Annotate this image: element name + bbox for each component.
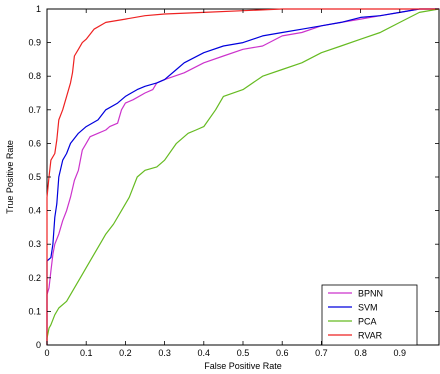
x-tick-label: 0.5 <box>237 348 250 358</box>
x-tick-label: 0.4 <box>198 348 211 358</box>
x-tick-label: 0.7 <box>315 348 328 358</box>
legend: BPNN SVM PCA RVAR <box>321 284 418 346</box>
y-axis-label: True Positive Rate <box>5 140 15 214</box>
y-tick-label: 0.3 <box>28 239 41 249</box>
x-tick-label: 0.2 <box>119 348 132 358</box>
y-tick-label: 0 <box>36 340 41 350</box>
y-tick-label: 0.4 <box>28 206 41 216</box>
x-tick-label: 0.9 <box>394 348 407 358</box>
legend-label-pca: PCA <box>358 317 377 327</box>
y-tick-label: 0.1 <box>28 306 41 316</box>
y-tick-label: 0.2 <box>28 273 41 283</box>
y-tick-label: 0.6 <box>28 138 41 148</box>
x-tick-label: 0.6 <box>276 348 289 358</box>
series-layer <box>46 8 440 345</box>
x-tick-label: 0 <box>44 348 49 358</box>
y-tick-label: 0.5 <box>28 172 41 182</box>
legend-items: BPNN SVM PCA RVAR <box>328 289 383 341</box>
legend-label-svm: SVM <box>358 303 378 313</box>
y-tick-label: 0.7 <box>28 105 41 115</box>
x-tick-label: 0.3 <box>158 348 171 358</box>
x-axis-label: False Positive Rate <box>204 361 282 371</box>
series-line-pca <box>46 8 440 345</box>
series-line-bpnn <box>46 8 439 345</box>
y-tick-label: 1 <box>36 4 41 14</box>
x-tick-label: 0.8 <box>354 348 367 358</box>
y-tick-label: 0.9 <box>28 38 41 48</box>
y-tick-label: 0.8 <box>28 71 41 81</box>
legend-label-bpnn: BPNN <box>358 289 383 299</box>
tick-layer: 0 0.1 0.2 0.3 0.4 0.5 0.6 0.7 0.8 0.9 0 0.1 0.2 0.3 0.… <box>28 4 439 358</box>
x-tick-label: 0.1 <box>80 348 93 358</box>
series-line-rvar <box>46 8 439 345</box>
series-line-svm <box>46 8 439 345</box>
legend-label-rvar: RVAR <box>358 331 383 341</box>
